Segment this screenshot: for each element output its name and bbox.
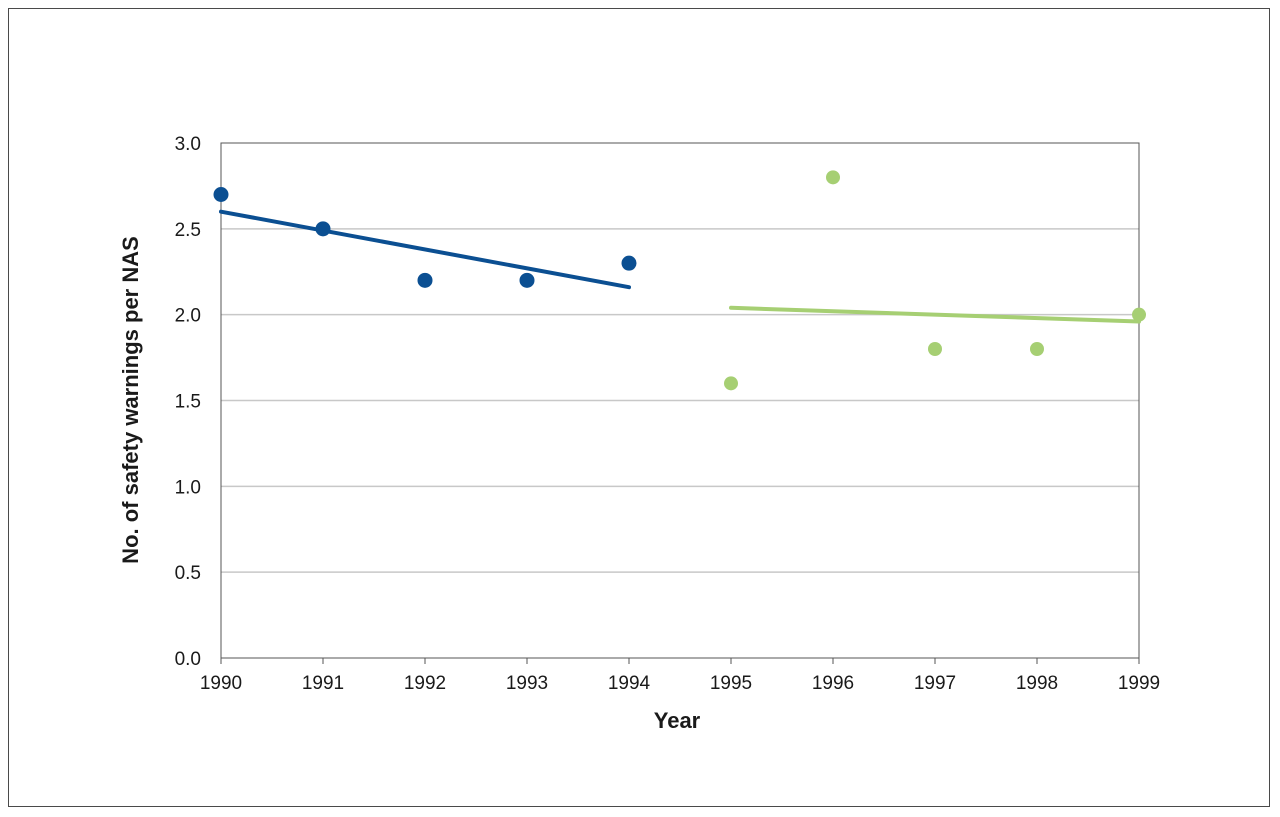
series-1 bbox=[213, 187, 637, 290]
data-point bbox=[1132, 307, 1146, 322]
data-point bbox=[1030, 342, 1044, 356]
x-tick-label: 1992 bbox=[404, 673, 446, 694]
y-tick-label: 1.0 bbox=[175, 477, 201, 498]
y-axis-title: No. of safety warnings per NAS bbox=[118, 236, 143, 564]
y-tick-label: 2.5 bbox=[175, 220, 201, 241]
x-tick-label: 1994 bbox=[608, 673, 651, 694]
y-axis-ticks: 0.0 0.5 1.0 1.5 2.0 2.5 3.0 bbox=[175, 134, 201, 670]
series-2 bbox=[724, 170, 1146, 391]
data-point bbox=[724, 376, 738, 391]
plot-area bbox=[220, 142, 1140, 659]
x-tick-label: 1998 bbox=[1016, 673, 1058, 694]
x-tick-label: 1993 bbox=[506, 673, 548, 694]
x-tick-label: 1996 bbox=[812, 673, 854, 694]
data-point bbox=[621, 255, 637, 271]
x-tick-label: 1997 bbox=[914, 673, 956, 694]
data-point bbox=[213, 187, 229, 202]
y-tick-label: 3.0 bbox=[175, 134, 201, 155]
data-point bbox=[417, 272, 433, 288]
x-tick-label: 1990 bbox=[200, 673, 242, 694]
series-layer bbox=[213, 170, 1146, 391]
data-point bbox=[826, 170, 840, 185]
y-tick-label: 1.5 bbox=[175, 392, 201, 413]
x-axis-ticks: 1990 1991 1992 1993 1994 1995 1996 1997 1998 1999 bbox=[200, 658, 1160, 694]
chart-frame bbox=[8, 8, 1270, 807]
data-point bbox=[519, 272, 535, 288]
y-tick-label: 0.0 bbox=[175, 649, 201, 670]
x-tick-label: 1999 bbox=[1118, 673, 1160, 694]
y-tick-label: 2.0 bbox=[175, 306, 201, 327]
gridlines bbox=[221, 228, 1139, 573]
data-point bbox=[928, 342, 942, 356]
trendline bbox=[729, 305, 1141, 324]
data-point bbox=[315, 221, 331, 237]
y-tick-label: 0.5 bbox=[175, 563, 201, 584]
x-tick-label: 1991 bbox=[302, 673, 344, 694]
trendline bbox=[219, 209, 631, 290]
x-tick-label: 1995 bbox=[710, 673, 752, 694]
x-axis-title: Year bbox=[654, 708, 701, 733]
